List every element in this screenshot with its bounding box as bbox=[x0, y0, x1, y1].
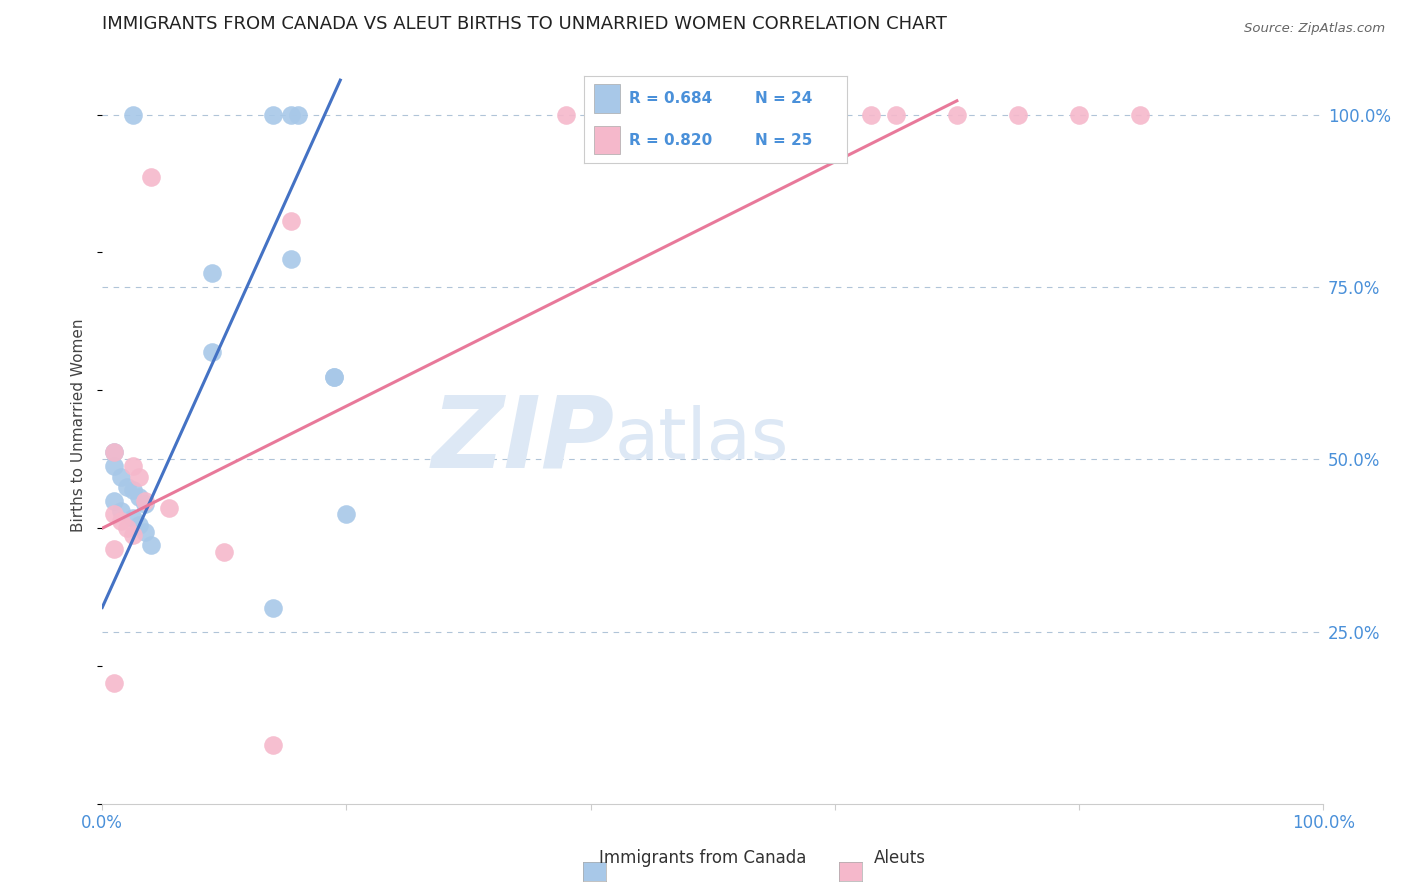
Point bbox=[110, 504, 132, 518]
Point bbox=[128, 490, 150, 504]
Point bbox=[702, 107, 724, 121]
Point bbox=[1129, 107, 1152, 121]
Point bbox=[121, 483, 143, 498]
Point bbox=[121, 459, 143, 474]
Point bbox=[110, 469, 132, 483]
Point bbox=[134, 493, 156, 508]
Point bbox=[121, 528, 143, 542]
Point bbox=[139, 169, 162, 184]
Point bbox=[103, 445, 125, 459]
Point bbox=[335, 508, 357, 522]
Point bbox=[115, 521, 138, 535]
Point bbox=[287, 107, 309, 121]
Point bbox=[1007, 107, 1029, 121]
Point bbox=[262, 600, 284, 615]
Point bbox=[323, 369, 346, 384]
Point bbox=[139, 539, 162, 553]
Point bbox=[280, 214, 302, 228]
Point bbox=[262, 107, 284, 121]
Text: IMMIGRANTS FROM CANADA VS ALEUT BIRTHS TO UNMARRIED WOMEN CORRELATION CHART: IMMIGRANTS FROM CANADA VS ALEUT BIRTHS T… bbox=[103, 15, 948, 33]
Point bbox=[128, 469, 150, 483]
Point bbox=[280, 252, 302, 267]
Y-axis label: Births to Unmarried Women: Births to Unmarried Women bbox=[72, 318, 86, 532]
Text: ZIP: ZIP bbox=[432, 392, 614, 489]
Point bbox=[103, 508, 125, 522]
Point bbox=[103, 445, 125, 459]
Point bbox=[787, 107, 810, 121]
Point bbox=[134, 524, 156, 539]
Point bbox=[121, 511, 143, 525]
Text: atlas: atlas bbox=[614, 406, 789, 475]
Point bbox=[946, 107, 969, 121]
Point bbox=[103, 459, 125, 474]
Point bbox=[103, 493, 125, 508]
Point bbox=[725, 107, 748, 121]
Point bbox=[110, 514, 132, 528]
Text: Immigrants from Canada: Immigrants from Canada bbox=[599, 849, 807, 867]
Point bbox=[157, 500, 180, 515]
Point bbox=[134, 497, 156, 511]
Point bbox=[121, 107, 143, 121]
Point bbox=[884, 107, 907, 121]
Point bbox=[201, 345, 224, 359]
Text: Aleuts: Aleuts bbox=[875, 849, 925, 867]
Text: Source: ZipAtlas.com: Source: ZipAtlas.com bbox=[1244, 22, 1385, 36]
Point bbox=[1067, 107, 1090, 121]
Point bbox=[128, 517, 150, 532]
Point bbox=[103, 541, 125, 556]
Point bbox=[280, 107, 302, 121]
Point bbox=[214, 545, 236, 559]
Point bbox=[103, 676, 125, 690]
Point bbox=[115, 480, 138, 494]
Point bbox=[262, 739, 284, 753]
Point bbox=[323, 369, 346, 384]
Point bbox=[860, 107, 883, 121]
Point bbox=[555, 107, 578, 121]
Point bbox=[201, 266, 224, 280]
